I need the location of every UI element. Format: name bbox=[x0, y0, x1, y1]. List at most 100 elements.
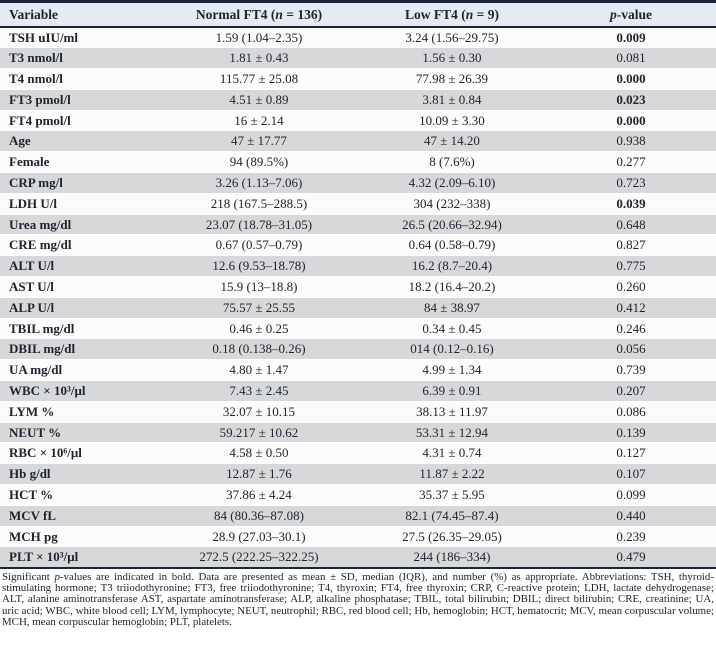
footnote-text-segment: Significant bbox=[2, 570, 55, 583]
header-text-segment: Low FT4 ( bbox=[405, 7, 466, 22]
header-text-segment: = 136) bbox=[282, 7, 323, 22]
low-ft4-cell: 27.5 (26.35–29.05) bbox=[358, 525, 546, 547]
normal-ft4-cell: 47 ± 17.77 bbox=[160, 130, 358, 152]
p-value-cell: 0.412 bbox=[546, 296, 716, 319]
variable-cell: RBC × 10⁶/μl bbox=[0, 442, 160, 464]
low-ft4-cell: 0.34 ± 0.45 bbox=[358, 317, 546, 339]
low-ft4-cell: 8 (7.6%) bbox=[358, 151, 546, 173]
table-footnote: Significant p-values are indicated in bo… bbox=[2, 570, 714, 629]
low-ft4-cell: 6.39 ± 0.91 bbox=[358, 380, 546, 402]
p-value-cell: 0.000 bbox=[546, 68, 716, 90]
low-ft4-cell: 35.37 ± 5.95 bbox=[358, 484, 546, 506]
table-row: LDH U/l 218 (167.5–288.5) 304 (232–338) 0.0… bbox=[0, 192, 716, 215]
table-row: MCH pg 28.9 (27.03–30.1) 27.5 (26.35–29.05… bbox=[0, 525, 716, 547]
variable-cell: T4 nmol/l bbox=[0, 68, 160, 90]
normal-ft4-cell: 12.6 (9.53–18.78) bbox=[160, 255, 358, 277]
low-ft4-cell: 82.1 (74.45–87.4) bbox=[358, 504, 546, 527]
low-ft4-cell: 244 (186–334) bbox=[358, 546, 546, 568]
table-row: NEUT % 59.217 ± 10.62 53.31 ± 12.94 0.139 bbox=[0, 421, 716, 443]
table-row: MCV fL 84 (80.36–87.08) 82.1 (74.45–87.4) 0… bbox=[0, 504, 716, 527]
low-ft4-cell: 0.64 (0.58–0.79) bbox=[358, 234, 546, 256]
table-row: Female 94 (89.5%) 8 (7.6%) 0.277 bbox=[0, 151, 716, 173]
table-row: T4 nmol/l 115.77 ± 25.08 77.98 ± 26.39 0.00… bbox=[0, 68, 716, 90]
header-text-segment: = 9) bbox=[473, 7, 499, 22]
p-value-cell: 0.127 bbox=[546, 442, 716, 464]
variable-cell: CRP mg/l bbox=[0, 172, 160, 194]
variable-cell: NEUT % bbox=[0, 421, 160, 443]
p-value-cell: 0.246 bbox=[546, 317, 716, 339]
variable-cell: CRE mg/dl bbox=[0, 234, 160, 256]
variable-cell: TBIL mg/dl bbox=[0, 317, 160, 339]
variable-cell: PLT × 10³/μl bbox=[0, 546, 160, 568]
normal-ft4-cell: 75.57 ± 25.55 bbox=[160, 296, 358, 319]
header-italic-p: p bbox=[610, 7, 617, 22]
p-value-cell: 0.056 bbox=[546, 338, 716, 360]
normal-ft4-cell: 94 (89.5%) bbox=[160, 151, 358, 173]
normal-ft4-cell: 0.67 (0.57–0.79) bbox=[160, 234, 358, 256]
table-row: ALT U/l 12.6 (9.53–18.78) 16.2 (8.7–20.4) 0… bbox=[0, 255, 716, 277]
p-value-cell: 0.081 bbox=[546, 47, 716, 69]
low-ft4-cell: 014 (0.12–0.16) bbox=[358, 338, 546, 360]
p-value-cell: 0.039 bbox=[546, 192, 716, 215]
column-header-p-value: p-value bbox=[546, 1, 716, 28]
table-row: AST U/l 15.9 (13–18.8) 18.2 (16.4–20.2) 0.2… bbox=[0, 276, 716, 298]
column-header-variable: Variable bbox=[0, 1, 160, 28]
variable-cell: UA mg/dl bbox=[0, 359, 160, 381]
p-value-cell: 0.000 bbox=[546, 109, 716, 131]
p-value-cell: 0.827 bbox=[546, 234, 716, 256]
table-row: HCT % 37.86 ± 4.24 35.37 ± 5.95 0.099 bbox=[0, 484, 716, 506]
header-text-segment: Normal FT4 ( bbox=[195, 7, 276, 22]
p-value-cell: 0.739 bbox=[546, 359, 716, 381]
column-header-normal-ft4: Normal FT4 (n = 136) bbox=[160, 1, 358, 28]
p-value-cell: 0.260 bbox=[546, 276, 716, 298]
p-value-cell: 0.723 bbox=[546, 172, 716, 194]
normal-ft4-cell: 15.9 (13–18.8) bbox=[160, 276, 358, 298]
normal-ft4-cell: 23.07 (18.78–31.05) bbox=[160, 213, 358, 235]
variable-cell: ALT U/l bbox=[0, 255, 160, 277]
low-ft4-cell: 18.2 (16.4–20.2) bbox=[358, 276, 546, 298]
variable-cell: AST U/l bbox=[0, 276, 160, 298]
normal-ft4-cell: 4.80 ± 1.47 bbox=[160, 359, 358, 381]
variable-cell: FT3 pmol/l bbox=[0, 88, 160, 111]
low-ft4-cell: 16.2 (8.7–20.4) bbox=[358, 255, 546, 277]
p-value-cell: 0.479 bbox=[546, 546, 716, 568]
p-value-cell: 0.239 bbox=[546, 525, 716, 547]
low-ft4-cell: 53.31 ± 12.94 bbox=[358, 421, 546, 443]
table-row: Urea mg/dl 23.07 (18.78–31.05) 26.5 (20.66… bbox=[0, 213, 716, 235]
p-value-cell: 0.086 bbox=[546, 400, 716, 423]
table-row: ALP U/l 75.57 ± 25.55 84 ± 38.97 0.412 bbox=[0, 296, 716, 319]
normal-ft4-cell: 37.86 ± 4.24 bbox=[160, 484, 358, 506]
table-row: CRP mg/l 3.26 (1.13–7.06) 4.32 (2.09–6.10)… bbox=[0, 172, 716, 194]
variable-cell: HCT % bbox=[0, 484, 160, 506]
variable-cell: ALP U/l bbox=[0, 296, 160, 319]
normal-ft4-cell: 12.87 ± 1.76 bbox=[160, 463, 358, 485]
normal-ft4-cell: 1.59 (1.04–2.35) bbox=[215, 29, 303, 45]
table-figure: Variable Normal FT4 (n = 136) Low FT4 (n… bbox=[0, 0, 716, 628]
p-value-cell: 0.009 bbox=[616, 29, 646, 45]
header-italic-n: n bbox=[465, 7, 474, 22]
low-ft4-cell: 1.56 ± 0.30 bbox=[358, 47, 546, 69]
column-header-low-ft4: Low FT4 (n = 9) bbox=[358, 1, 546, 28]
p-value-cell: 0.277 bbox=[546, 151, 716, 173]
low-ft4-cell: 77.98 ± 26.39 bbox=[358, 68, 546, 90]
low-ft4-cell: 11.87 ± 2.22 bbox=[358, 463, 546, 485]
normal-ft4-cell: 0.18 (0.138–0.26) bbox=[160, 338, 358, 360]
table-row: PLT × 10³/μl 272.5 (222.25–322.25) 244 (18… bbox=[0, 546, 716, 568]
variable-cell: T3 nmol/l bbox=[0, 47, 160, 69]
variable-cell: MCH pg bbox=[0, 525, 160, 547]
p-value-cell: 0.023 bbox=[546, 88, 716, 111]
normal-ft4-cell: 84 (80.36–87.08) bbox=[160, 504, 358, 527]
normal-ft4-cell: 1.81 ± 0.43 bbox=[160, 47, 358, 69]
normal-ft4-cell: 3.26 (1.13–7.06) bbox=[160, 172, 358, 194]
table-row: TBIL mg/dl 0.46 ± 0.25 0.34 ± 0.45 0.246 bbox=[0, 317, 716, 339]
p-value-cell: 0.938 bbox=[546, 130, 716, 152]
normal-ft4-cell: 115.77 ± 25.08 bbox=[160, 68, 358, 90]
variable-cell: Hb g/dl bbox=[0, 463, 160, 485]
low-ft4-cell: 304 (232–338) bbox=[358, 192, 546, 215]
header-row: Variable Normal FT4 (n = 136) Low FT4 (n… bbox=[0, 1, 716, 28]
low-ft4-cell: 84 ± 38.97 bbox=[358, 296, 546, 319]
table-body: TSH uIU/ml 1.59 (1.04–2.35) 3.24 (1.56–29.… bbox=[0, 27, 716, 568]
normal-ft4-cell: 272.5 (222.25–322.25) bbox=[160, 546, 358, 568]
low-ft4-cell: 10.09 ± 3.30 bbox=[358, 109, 546, 131]
variable-cell: LYM % bbox=[0, 400, 160, 423]
